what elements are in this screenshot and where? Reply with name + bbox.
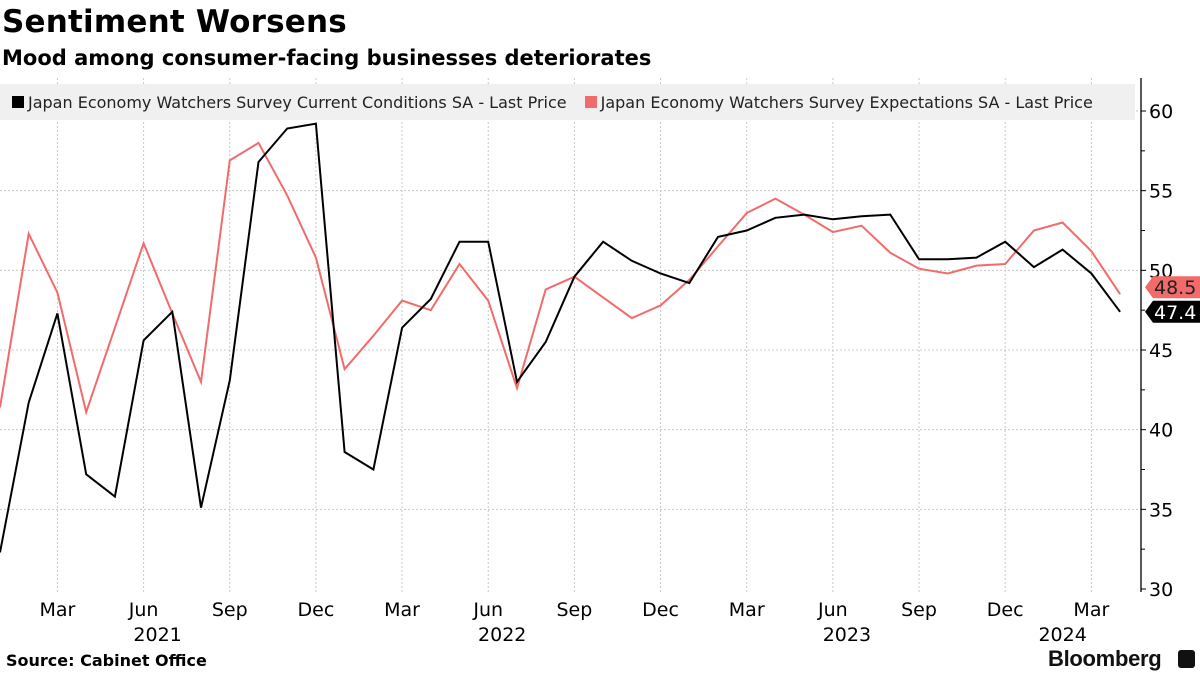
- legend-swatch-expectations: [584, 96, 597, 108]
- chart-subtitle: Mood among consumer-facing businesses de…: [2, 46, 652, 70]
- bloomberg-chart-icon: [1178, 650, 1195, 668]
- last-value-label: 48.5: [1154, 277, 1196, 299]
- x-tick-label: Jun: [817, 599, 848, 621]
- x-tick-label: Mar: [40, 599, 76, 621]
- x-tick-label: Jun: [128, 599, 159, 621]
- legend: Japan Economy Watchers Survey Current Co…: [0, 84, 1135, 120]
- x-year-label: 2023: [823, 624, 871, 646]
- x-tick-label: Dec: [987, 599, 1024, 621]
- last-value-tag-current: [1145, 300, 1200, 323]
- x-tick-label: Jun: [472, 599, 503, 621]
- x-tick-label: Mar: [729, 599, 765, 621]
- source-note: Source: Cabinet Office: [6, 651, 207, 670]
- y-tick-label: 30: [1149, 579, 1173, 601]
- y-tick-label: 55: [1149, 181, 1173, 203]
- x-tick-label: Sep: [556, 599, 592, 621]
- x-tick-label: Mar: [384, 599, 420, 621]
- x-tick-label: Dec: [298, 599, 335, 621]
- x-tick-label: Sep: [901, 599, 937, 621]
- last-value-label: 47.4: [1154, 302, 1196, 324]
- series-line-expectations: [0, 141, 1121, 416]
- legend-label-current: Japan Economy Watchers Survey Current Co…: [28, 92, 567, 112]
- series-line-current: [0, 122, 1121, 553]
- x-year-label: 2021: [133, 624, 181, 646]
- x-tick-label: Dec: [642, 599, 679, 621]
- x-year-label: 2022: [478, 624, 526, 646]
- legend-item-expectations: Japan Economy Watchers Survey Expectatio…: [584, 92, 1093, 112]
- y-tick-label: 45: [1149, 340, 1173, 362]
- x-tick-label: Mar: [1073, 599, 1109, 621]
- chart-title: Sentiment Worsens: [2, 4, 347, 40]
- y-tick-label: 60: [1149, 101, 1173, 123]
- legend-swatch-current: [12, 96, 24, 108]
- legend-label-expectations: Japan Economy Watchers Survey Expectatio…: [600, 92, 1093, 112]
- y-tick-label: 35: [1149, 499, 1173, 521]
- x-year-label: 2024: [1038, 624, 1086, 646]
- last-value-tag-expectations: [1145, 276, 1200, 299]
- bloomberg-logo: Bloomberg: [1048, 646, 1162, 671]
- x-tick-label: Sep: [212, 599, 248, 621]
- y-tick-label: 40: [1149, 420, 1173, 442]
- legend-item-current: Japan Economy Watchers Survey Current Co…: [12, 93, 567, 112]
